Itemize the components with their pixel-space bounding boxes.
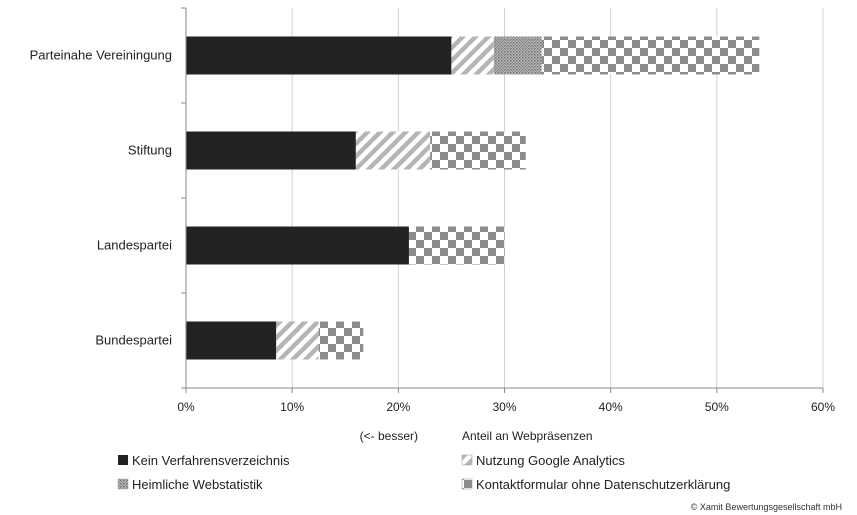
bar-segment-parteinahe-vereiningung-2	[493, 36, 542, 75]
bar-segment-stiftung-3	[430, 131, 526, 170]
legend-swatch	[461, 454, 473, 466]
x-tick-label: 50%	[705, 400, 729, 414]
category-label: Landespartei	[97, 238, 172, 253]
x-axis-title: Anteil an Webpräsenzen	[462, 429, 593, 443]
bar-segment-stiftung-0	[186, 131, 356, 170]
x-tick-label: 30%	[492, 400, 516, 414]
legend: Kein Verfahrensverzeichnis Nutzung Google…	[117, 453, 730, 492]
bar-segment-parteinahe-vereiningung-0	[186, 36, 452, 75]
legend-swatch	[461, 478, 473, 490]
x-tick-label: 10%	[280, 400, 304, 414]
bar-segment-parteinahe-vereiningung-3	[541, 36, 760, 75]
legend-label: Kein Verfahrensverzeichnis	[132, 453, 290, 468]
bars	[186, 36, 760, 360]
category-label: Stiftung	[128, 143, 172, 158]
legend-label: Heimliche Webstatistik	[132, 477, 263, 492]
x-tick-label: 20%	[386, 400, 410, 414]
bar-segment-landespartei-3	[408, 226, 505, 265]
x-tick-label: 60%	[811, 400, 835, 414]
category-labels: Parteinahe Vereiningung Stiftung Landespar…	[30, 48, 172, 348]
bar-segment-bundespartei-3	[318, 321, 364, 360]
legend-label: Nutzung Google Analytics	[476, 453, 625, 468]
x-tick-label: 0%	[177, 400, 195, 414]
bar-segment-bundespartei-1	[276, 321, 319, 360]
category-label: Parteinahe Vereiningung	[30, 48, 172, 63]
x-axis-note: (<- besser)	[360, 429, 418, 443]
legend-swatch	[117, 478, 129, 490]
bar-segment-bundespartei-0	[186, 321, 277, 360]
legend-label: Kontaktformular ohne Datenschutzerklärun…	[476, 477, 730, 492]
bar-segment-stiftung-1	[355, 131, 431, 170]
x-tick-labels: 0% 10% 20% 30% 40% 50% 60%	[177, 400, 835, 414]
copyright-notice: © Xamit Bewertungsgesellschaft mbH	[691, 502, 842, 512]
bar-segment-parteinahe-vereiningung-1	[451, 36, 494, 75]
legend-swatch	[118, 455, 128, 465]
bar-segment-landespartei-0	[186, 226, 409, 265]
axes	[181, 7, 824, 393]
category-label: Bundespartei	[95, 333, 172, 348]
x-tick-label: 40%	[599, 400, 623, 414]
